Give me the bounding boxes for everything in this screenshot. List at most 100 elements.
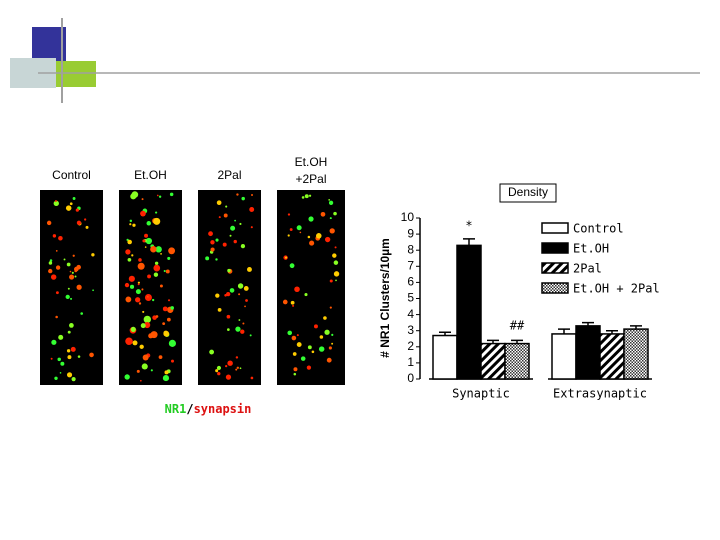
micrograph-dot [324,236,331,243]
micrograph-dot [125,296,132,303]
micrograph-dot [146,295,149,298]
micrograph-dot [309,240,315,246]
micrograph-dot [287,330,293,336]
slide-decoration [10,18,700,103]
micrograph-dot [215,258,218,261]
micrograph-dot [72,254,75,257]
micrograph-dot [144,246,147,248]
micrograph-dot [55,265,61,270]
micrograph-dot [141,363,148,370]
micrograph-dot [167,256,171,260]
caption: NR1/synapsin [165,402,252,416]
micrograph-dot [171,359,174,363]
micrograph-dot [249,207,255,212]
panel-label: Et.OH [134,168,167,182]
micrograph-dot [54,376,58,381]
micrograph-dot [316,233,322,239]
micrograph-dot [139,344,144,349]
micrograph-dot [76,220,82,225]
micrograph-dot [296,225,302,231]
micrograph-dot [159,284,163,288]
micrograph-dot [124,374,130,380]
micrograph-dot [137,262,145,270]
micrograph-dot [319,335,324,339]
micrograph-dot [300,356,306,361]
panel-label: Et.OH [295,155,328,169]
micrograph-dot [127,257,132,262]
micrograph-dot [66,262,71,267]
micrograph-dot [328,200,334,205]
micrograph [277,190,345,385]
y-tick-label: 8 [407,242,414,256]
micrograph-dot [137,283,140,286]
micrograph-dot [49,259,53,262]
micrograph-dot [251,193,254,196]
micrograph-dot [296,334,299,337]
micrograph-dot [55,249,58,252]
micrograph-dot [205,256,210,261]
y-tick-label: 2 [407,339,414,353]
micrograph-dot [141,288,144,291]
micrograph-dot [225,374,232,380]
panel-label: 2Pal [217,168,241,182]
micrograph-dot [250,226,253,229]
micrograph-dot [230,225,236,231]
micrograph-dot [226,314,231,319]
micrograph-dot [296,342,302,348]
micrograph-dot [233,239,237,244]
bar [623,328,649,380]
micrograph-dot [84,218,87,221]
annotation: ## [510,319,525,333]
micrograph-dot [165,269,170,274]
micrograph-dot [170,306,174,310]
micrograph-dot [54,200,57,202]
micrograph-dot [313,324,318,329]
micrograph-dot [67,287,70,290]
micrograph-dot [229,288,235,293]
micrograph-dot [67,355,72,360]
error-bar [463,238,475,246]
micrograph-dot [334,246,337,249]
micrograph-dot [332,253,337,258]
micrograph-dot [51,339,57,345]
micrograph-dot [75,208,79,212]
micrograph-dot [236,193,239,196]
legend-swatch [541,282,569,294]
micrograph-dot [158,355,163,359]
micrograph-dot [58,235,63,241]
micrograph-dot [70,297,73,300]
micrograph-dot [130,326,136,332]
micrograph-dot [333,271,340,277]
micrograph-dot [326,357,332,363]
micrograph-dot [289,228,293,231]
legend-label: Et.OH + 2Pal [573,282,660,296]
micrograph-dot [224,294,227,297]
micrograph-dot [144,233,149,238]
micrograph-dot [217,371,221,376]
y-tick-label: 9 [407,226,414,240]
y-tick-label: 3 [407,323,414,337]
x-tick-label: Extrasynaptic [553,387,647,401]
micrograph-dot [124,282,130,288]
micrograph-dot [166,317,171,322]
panel-label: +2Pal [295,172,326,186]
micrograph-dot [242,322,245,325]
y-tick-label: 4 [407,307,414,321]
micrograph-dot [210,240,215,245]
micrograph-dot [284,256,288,259]
micrograph-dot [150,369,153,372]
micrograph-dot [162,322,166,326]
micrograph-dot [236,366,239,369]
micrograph-dot [227,268,231,273]
micrograph-dot [142,239,146,243]
micrograph-dot [154,261,159,266]
micrograph-dot [70,346,76,352]
micrograph-dot [328,346,332,350]
micrograph-dot [293,367,298,372]
micrograph-dot [239,367,242,370]
micrograph-dot [227,328,230,331]
micrograph-dot [223,213,228,218]
annotation: * [465,219,472,233]
micrograph-dot [331,342,334,345]
